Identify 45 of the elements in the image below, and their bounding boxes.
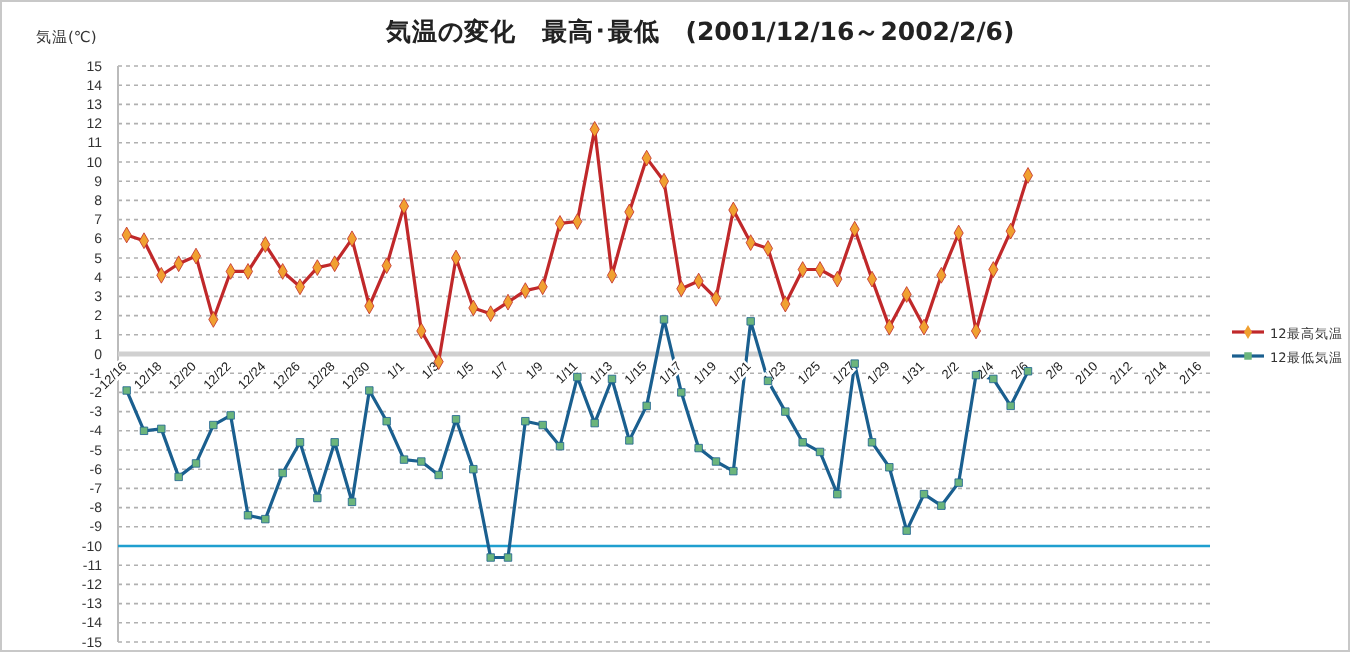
point (278, 468, 287, 478)
point (521, 417, 530, 426)
point (347, 497, 357, 506)
point (330, 438, 339, 447)
point (729, 466, 738, 476)
point (451, 415, 461, 424)
point (243, 511, 253, 520)
point (867, 438, 877, 447)
point (434, 470, 443, 480)
point (815, 447, 825, 457)
point (538, 420, 547, 430)
point (139, 426, 149, 435)
point (313, 493, 322, 503)
point (902, 526, 911, 535)
chart-title: 気温の変化 最高･最低 (2001/12/16～2002/2/6) (383, 16, 1015, 46)
point (954, 478, 963, 487)
point (781, 407, 790, 416)
point (919, 490, 929, 499)
point (157, 424, 166, 434)
point (261, 514, 270, 524)
point (885, 463, 894, 472)
point (417, 457, 426, 466)
point (226, 411, 235, 420)
point (209, 420, 218, 430)
point (469, 465, 478, 474)
point (677, 388, 686, 397)
point (191, 459, 201, 468)
point (625, 436, 634, 445)
point (382, 417, 391, 426)
point (798, 438, 807, 447)
point (486, 553, 495, 562)
point (711, 457, 721, 466)
point (174, 472, 183, 482)
point (746, 317, 755, 326)
point (659, 315, 669, 324)
point (1006, 401, 1015, 410)
point (503, 553, 513, 562)
point (642, 401, 651, 410)
point (937, 501, 946, 510)
point (295, 438, 305, 447)
point (833, 490, 842, 499)
point (399, 455, 409, 464)
point (590, 418, 599, 428)
point (694, 443, 703, 453)
point (555, 442, 565, 451)
